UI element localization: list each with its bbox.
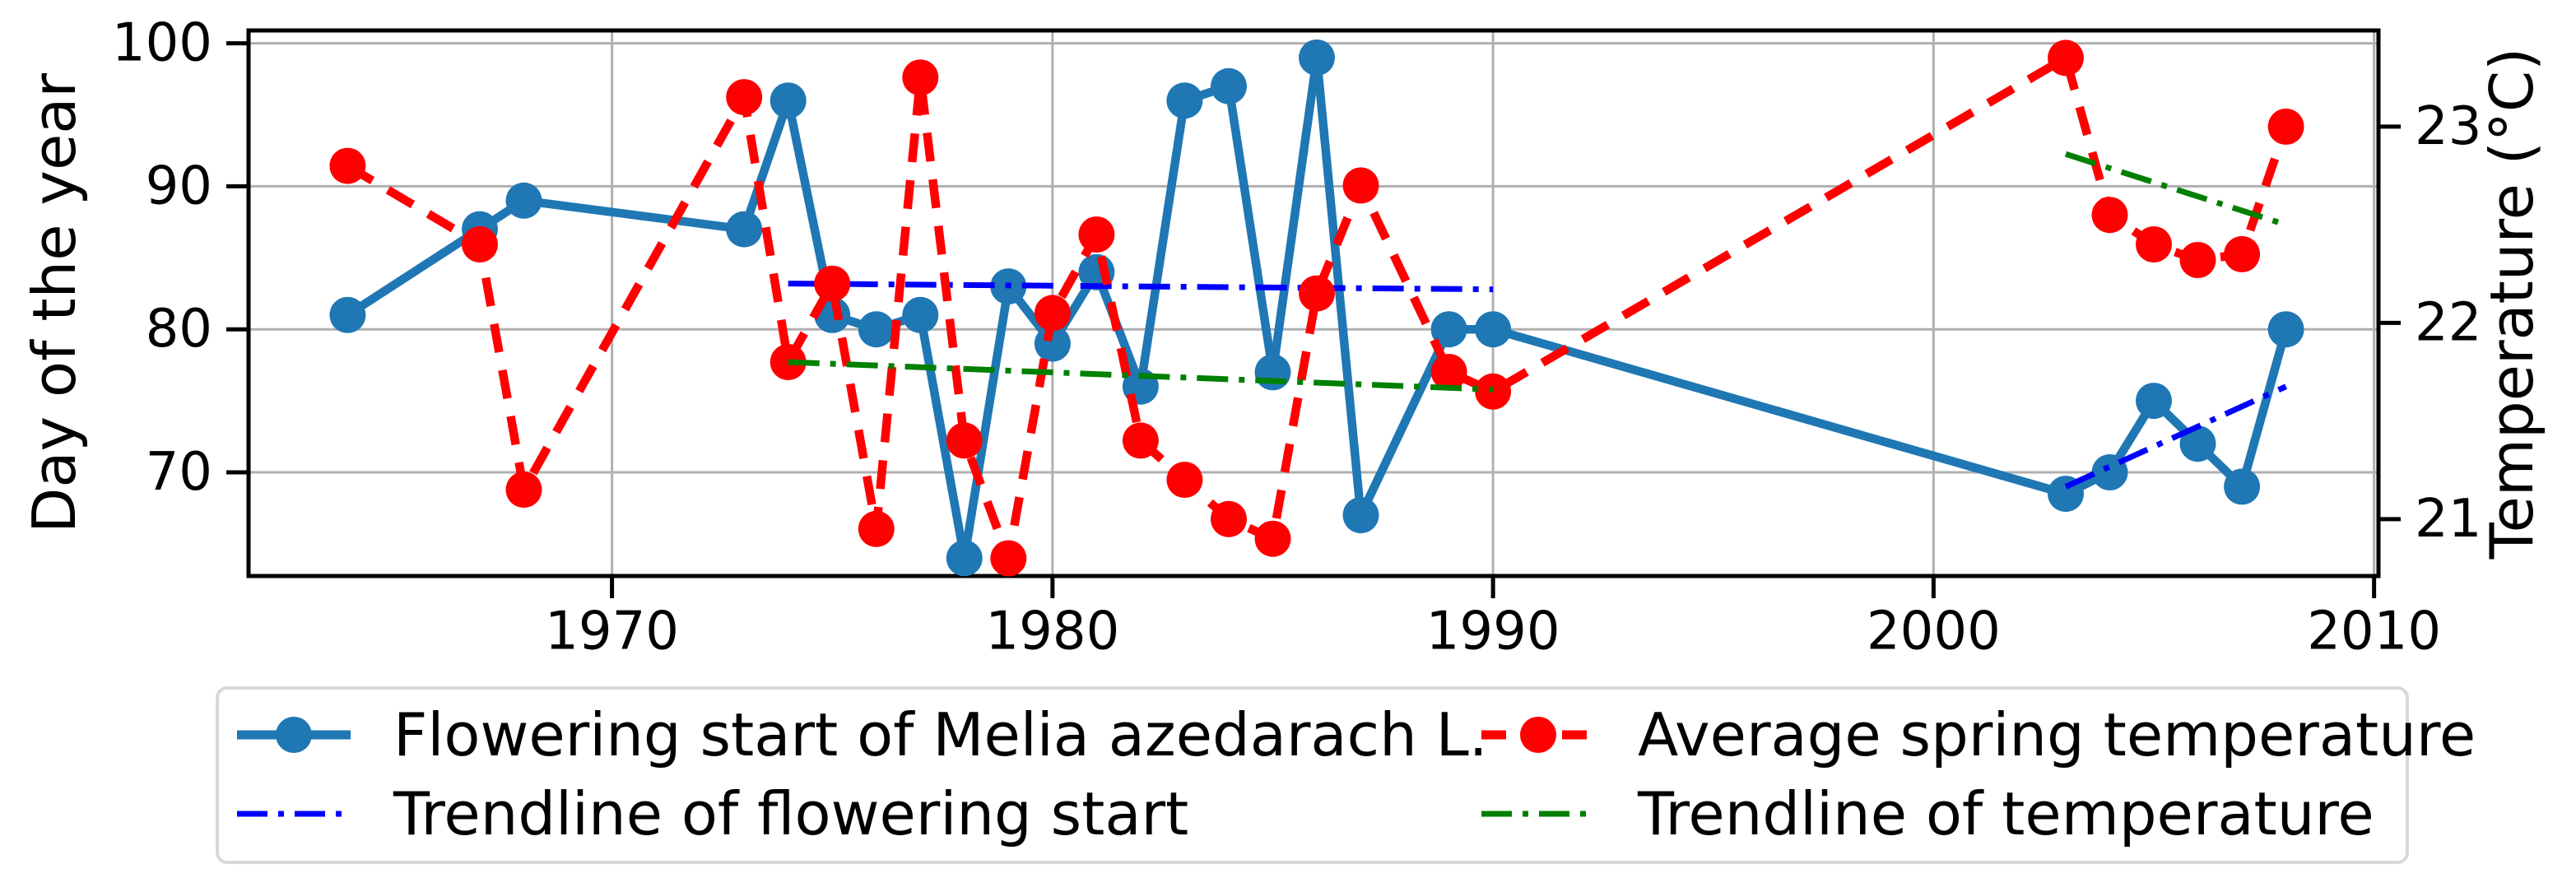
- flowering-line-sample: [237, 717, 351, 753]
- series-2: [788, 281, 2288, 490]
- x-tick-label: 1980: [985, 601, 1119, 662]
- legend-label-trend-flowering: Trendline of flowering start: [393, 779, 1189, 848]
- right-tick-label: 23: [2415, 96, 2481, 157]
- legend-label-trend-temperature: Trendline of temperature: [1638, 779, 2374, 848]
- series-1: [329, 39, 2304, 577]
- right-tick-label: 21: [2415, 489, 2481, 550]
- legend-box: Flowering start of Melia azedarach L. Tr…: [216, 686, 2476, 864]
- right-tick-label: 22: [2415, 292, 2481, 353]
- x-tick-label: 1970: [545, 601, 679, 662]
- left-tick-label: 80: [146, 299, 212, 360]
- x-tick-label: 2000: [1867, 601, 2001, 662]
- x-axis: 1970 1980 1990 2000 2010: [545, 576, 2441, 662]
- x-tick-label: 1990: [1426, 601, 1560, 662]
- legend-item-temperature: Average spring temperature: [1480, 700, 2476, 769]
- left-tick-label: 100: [112, 13, 212, 74]
- legend-item-trend-temperature: Trendline of temperature: [1480, 779, 2374, 848]
- temperature-trendline-sample: [1481, 811, 1595, 817]
- right-axis: 21 22 23: [2378, 96, 2481, 550]
- left-tick-label: 70: [146, 442, 212, 503]
- legend-item-flowering: Flowering start of Melia azedarach L.: [235, 700, 1488, 769]
- flowering-trendline-sample: [237, 811, 351, 817]
- series-0: [329, 39, 2304, 577]
- left-axis-title: Day of the year: [20, 73, 89, 533]
- left-axis: 70 80 90 100: [112, 13, 249, 503]
- x-tick-label: 2010: [2307, 601, 2441, 662]
- temperature-line-sample: [1481, 717, 1595, 753]
- right-axis-title: Temperature (°C): [2477, 48, 2546, 560]
- series-3: [788, 151, 2287, 393]
- legend-label-temperature: Average spring temperature: [1638, 700, 2476, 769]
- legend-item-trend-flowering: Trendline of flowering start: [235, 779, 1189, 848]
- legend-label-flowering: Flowering start of Melia azedarach L.: [393, 700, 1488, 769]
- left-tick-label: 90: [146, 156, 212, 216]
- plot-border: [246, 28, 2381, 578]
